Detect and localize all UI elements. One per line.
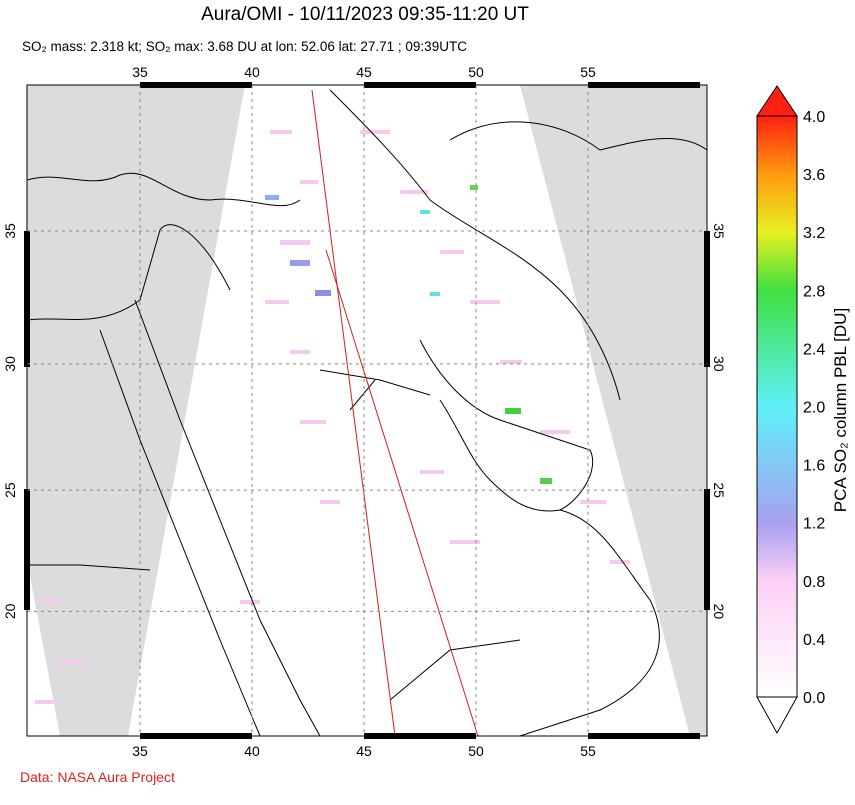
lat-label: 35 (711, 223, 727, 239)
lon-label: 40 (244, 743, 260, 759)
lon-label: 35 (132, 743, 148, 759)
orbit-edge (325, 249, 479, 736)
colorbar-tick-label: 2.0 (803, 400, 825, 417)
credit: Data: NASA Aura Project (20, 769, 175, 785)
colorbar-tick-label: 0.8 (803, 574, 825, 591)
lon-label: 40 (244, 64, 260, 80)
lon-label: 55 (580, 743, 596, 759)
subtitle: SO₂ mass: 2.318 kt; SO₂ max: 3.68 DU at … (22, 39, 467, 54)
colorbar-tick-label: 2.8 (803, 283, 825, 300)
lat-label: 35 (2, 223, 18, 239)
lat-label: 30 (711, 356, 727, 372)
colorbar-tick-label: 3.6 (803, 167, 825, 184)
colorbar-tick-label: 3.2 (803, 225, 825, 242)
no-data-area (520, 85, 707, 736)
so2-spots (265, 185, 552, 484)
lat-label: 30 (2, 356, 18, 372)
lon-label: 50 (468, 64, 484, 80)
colorbar-min-arrow (756, 696, 798, 735)
colorbar-tick-label: 0.0 (803, 690, 825, 707)
lon-label: 50 (468, 743, 484, 759)
lon-label: 45 (356, 64, 372, 80)
colorbar (756, 115, 798, 698)
colorbar-label: PCA SO₂ column PBL [DU] (831, 308, 850, 512)
title: Aura/OMI - 10/11/2023 09:35-11:20 UT (201, 4, 529, 25)
lat-label: 20 (711, 604, 727, 620)
colorbar-tick-label: 0.4 (803, 632, 825, 649)
map-area (27, 85, 707, 736)
speckles (35, 130, 630, 704)
orbit-edge (311, 89, 396, 736)
map-frame (26, 84, 708, 737)
lat-label: 25 (2, 482, 18, 498)
lon-label: 55 (580, 64, 596, 80)
colorbar-tick-label: 4.0 (803, 109, 825, 126)
colorbar-tick-label: 1.2 (803, 516, 825, 533)
lon-label: 45 (356, 743, 372, 759)
lon-label: 35 (132, 64, 148, 80)
lat-label: 20 (2, 603, 18, 619)
colorbar-tick-label: 1.6 (803, 458, 825, 475)
colorbar-tick-label: 2.4 (803, 341, 825, 358)
lat-label: 25 (711, 482, 727, 498)
colorbar-max-arrow (756, 85, 798, 117)
coastlines (27, 89, 707, 736)
no-data-area (27, 85, 245, 736)
